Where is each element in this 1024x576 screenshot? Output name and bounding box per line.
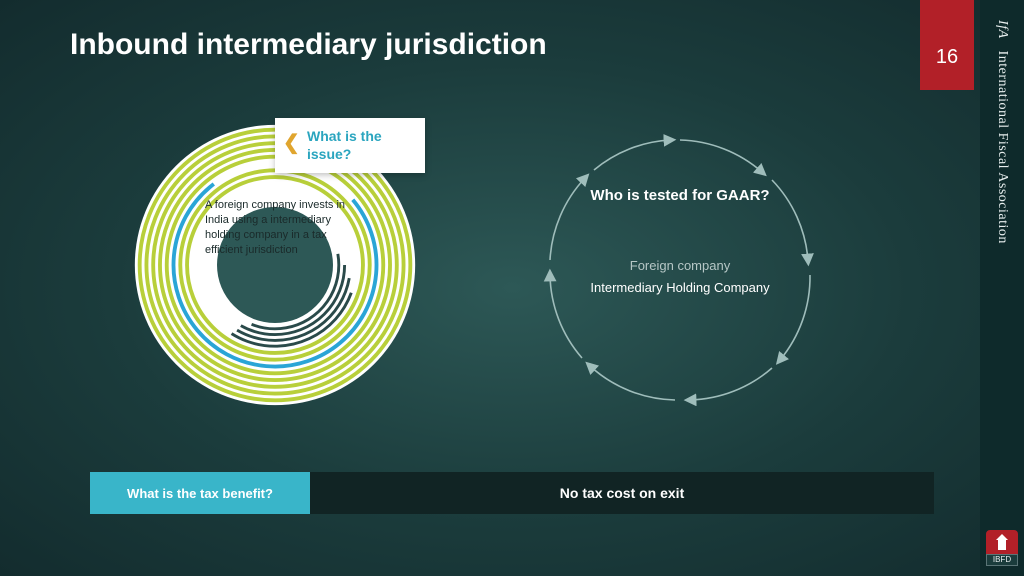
issue-callout-label: What is the issue? (307, 128, 413, 163)
page-number: 16 (936, 46, 958, 69)
brand-short: IfA (994, 20, 1010, 39)
ibfd-logo-icon (986, 530, 1018, 554)
ring-center-text: A foreign company invests in India using… (205, 198, 355, 257)
tax-benefit-value: No tax cost on exit (310, 472, 934, 514)
page-title: Inbound intermediary jurisdiction (70, 28, 547, 62)
bottom-bar: What is the tax benefit? No tax cost on … (90, 472, 934, 514)
page-number-badge: 16 (920, 0, 974, 90)
brand-full: International Fiscal Association (995, 51, 1010, 244)
issue-callout-card: ❮ What is the issue? (275, 118, 425, 173)
gaar-heading: Who is tested for GAAR? (530, 186, 830, 206)
dashed-arrow-circle: Who is tested for GAAR? Foreign company … (530, 120, 830, 420)
tax-benefit-label: What is the tax benefit? (90, 472, 310, 514)
gaar-line-1: Foreign company (530, 258, 830, 273)
brand-sidebar: IfA International Fiscal Association (980, 0, 1024, 576)
brand-text: IfA International Fiscal Association (994, 20, 1010, 244)
gaar-line-2: Intermediary Holding Company (530, 280, 830, 295)
chevron-left-icon: ❮ (283, 130, 300, 155)
ibfd-logo: IBFD (986, 530, 1018, 566)
ibfd-logo-text: IBFD (986, 554, 1018, 566)
